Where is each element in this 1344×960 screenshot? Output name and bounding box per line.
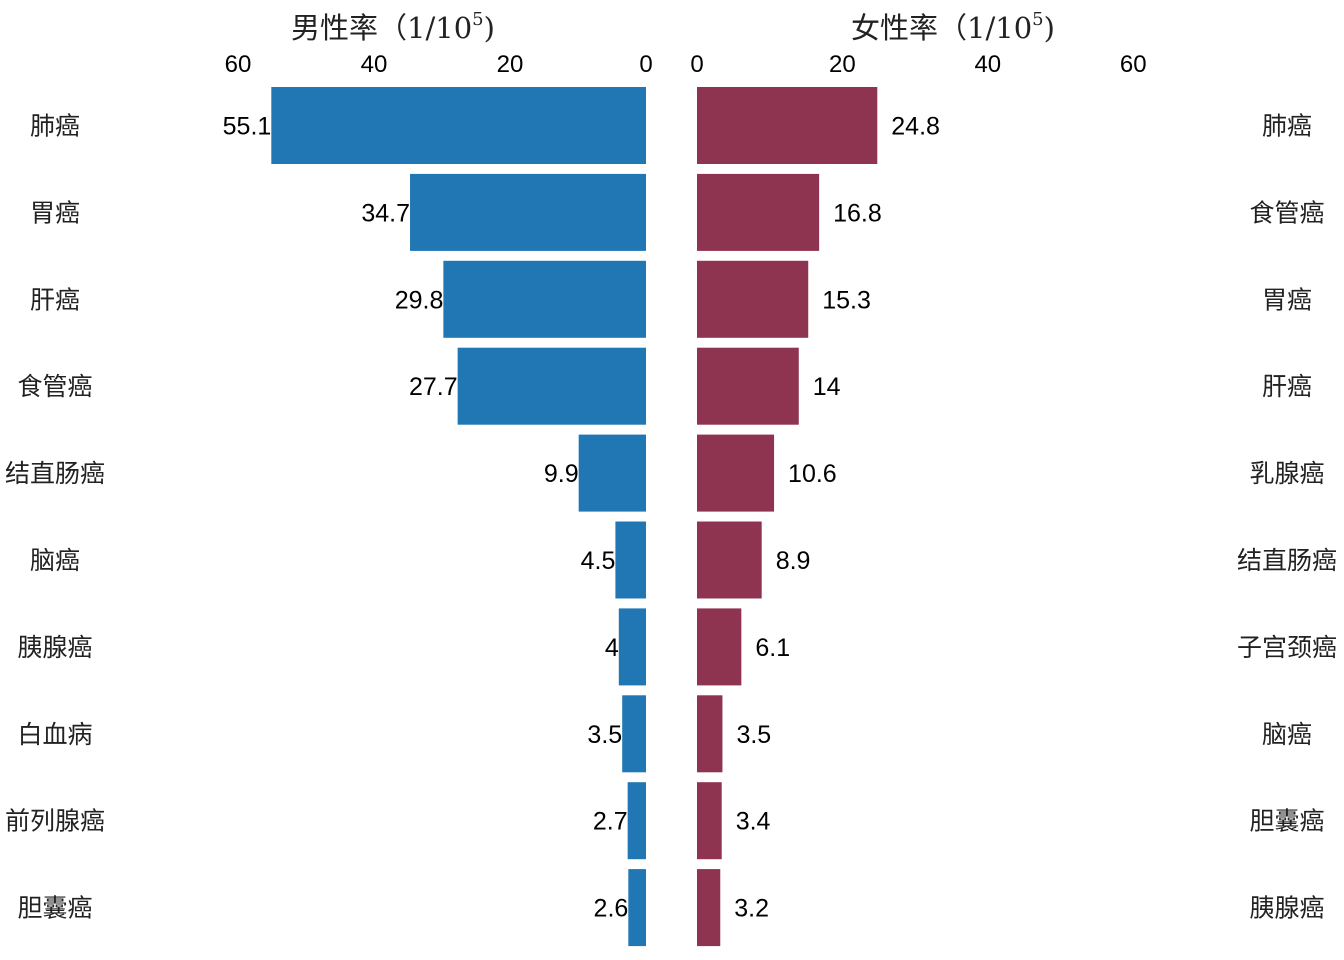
female-category-label: 肺癌 (1262, 112, 1312, 141)
female-tick-label: 40 (974, 51, 1001, 78)
female-value-label: 15.3 (822, 286, 871, 314)
male-bar (457, 347, 646, 425)
male-tick-label: 60 (225, 51, 252, 78)
male-value-label: 34.7 (361, 199, 410, 227)
male-value-label: 4 (605, 634, 619, 662)
female-tick-label: 0 (690, 51, 703, 78)
male-value-label: 3.5 (587, 721, 622, 749)
female-category-label: 肝癌 (1262, 372, 1312, 401)
female-value-label: 24.8 (891, 113, 940, 141)
female-category-label: 乳腺癌 (1249, 459, 1324, 488)
male-bar (628, 869, 646, 947)
female-bar (697, 608, 742, 686)
male-rate-panel: 男性率（1/105) 0 20 40 60 55.1 肺癌 34.7 胃癌 29.8 肝癌 27.7 食… (5, 9, 653, 947)
male-value-label: 2.6 (594, 895, 629, 923)
male-bar (410, 173, 646, 251)
male-value-label: 2.7 (593, 808, 628, 836)
female-value-label: 6.1 (755, 634, 790, 662)
male-bar (578, 434, 646, 512)
male-category-label: 胃癌 (30, 198, 80, 227)
male-value-label: 55.1 (223, 113, 272, 141)
female-value-label: 3.2 (734, 895, 769, 923)
female-category-label: 结直肠癌 (1237, 546, 1337, 575)
male-value-label: 9.9 (544, 460, 579, 488)
female-rate-panel: 女性率（1/105) 0 20 40 60 24.8 肺癌 16.8 食管癌 15.3 胃癌 14 肝癌… (690, 9, 1337, 947)
female-tick-label: 20 (829, 51, 856, 78)
female-axis-title: 女性率（1/105) (851, 9, 1055, 45)
female-category-label: 脑癌 (1262, 720, 1312, 749)
female-bar (697, 173, 820, 251)
female-bar (697, 434, 775, 512)
female-bar (697, 347, 799, 425)
male-bar (618, 608, 646, 686)
female-bar (697, 695, 723, 773)
female-value-label: 8.9 (776, 547, 811, 575)
female-category-label: 胰腺癌 (1249, 894, 1324, 923)
male-category-label: 白血病 (17, 720, 92, 749)
male-bar (627, 782, 646, 860)
male-bar (443, 260, 646, 338)
male-category-label: 前列腺癌 (5, 807, 105, 836)
female-category-label: 胆囊癌 (1249, 807, 1324, 836)
female-bar (697, 260, 809, 338)
female-value-label: 3.5 (736, 721, 771, 749)
male-category-label: 食管癌 (17, 372, 92, 401)
male-bar (271, 87, 646, 164)
male-category-label: 胆囊癌 (17, 894, 92, 923)
female-value-label: 3.4 (736, 808, 771, 836)
male-category-label: 结直肠癌 (5, 459, 105, 488)
male-category-label: 脑癌 (30, 546, 80, 575)
male-value-label: 27.7 (409, 373, 458, 401)
male-category-label: 肺癌 (30, 112, 80, 141)
female-value-label: 10.6 (788, 460, 837, 488)
male-tick-label: 40 (361, 51, 388, 78)
male-tick-label: 0 (639, 51, 652, 78)
male-bar (622, 695, 646, 773)
female-tick-label: 60 (1120, 51, 1147, 78)
male-value-label: 4.5 (581, 547, 616, 575)
male-axis-title: 男性率（1/105) (291, 9, 495, 45)
male-tick-label: 20 (497, 51, 524, 78)
female-bar (697, 782, 722, 860)
male-value-label: 29.8 (395, 286, 444, 314)
male-bar (615, 521, 646, 599)
female-bar (697, 521, 762, 599)
male-category-label: 胰腺癌 (17, 633, 92, 662)
female-value-label: 16.8 (833, 199, 882, 227)
female-category-label: 食管癌 (1249, 198, 1324, 227)
female-category-label: 子宫颈癌 (1237, 633, 1337, 662)
male-category-label: 肝癌 (30, 285, 80, 314)
female-value-label: 14 (813, 373, 841, 401)
female-bar (697, 87, 878, 164)
female-category-label: 胃癌 (1262, 285, 1312, 314)
female-bar (697, 869, 721, 947)
